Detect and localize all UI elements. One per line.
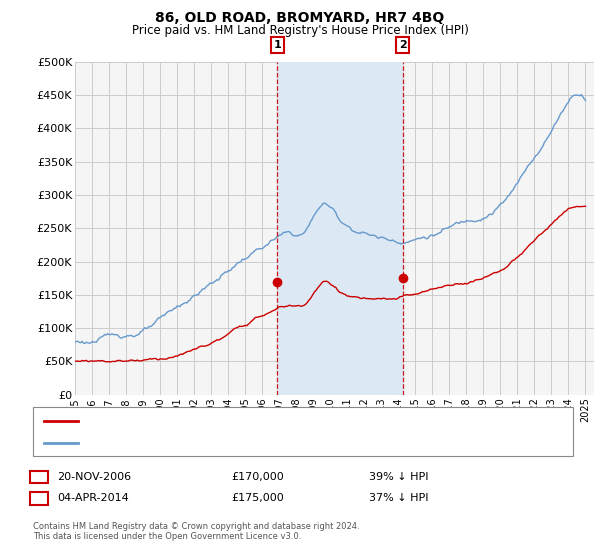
Text: 2: 2	[35, 493, 43, 503]
Text: 2: 2	[398, 40, 406, 50]
Text: 86, OLD ROAD, BROMYARD, HR7 4BQ: 86, OLD ROAD, BROMYARD, HR7 4BQ	[155, 11, 445, 25]
Text: £170,000: £170,000	[231, 472, 284, 482]
Text: 1: 1	[35, 472, 43, 482]
Text: 86, OLD ROAD, BROMYARD, HR7 4BQ (detached house): 86, OLD ROAD, BROMYARD, HR7 4BQ (detache…	[83, 416, 372, 426]
Text: Price paid vs. HM Land Registry's House Price Index (HPI): Price paid vs. HM Land Registry's House …	[131, 24, 469, 36]
Text: 04-APR-2014: 04-APR-2014	[57, 493, 129, 503]
Text: 39% ↓ HPI: 39% ↓ HPI	[369, 472, 428, 482]
Text: 20-NOV-2006: 20-NOV-2006	[57, 472, 131, 482]
Text: £175,000: £175,000	[231, 493, 284, 503]
Text: Contains HM Land Registry data © Crown copyright and database right 2024.
This d: Contains HM Land Registry data © Crown c…	[33, 522, 359, 542]
Text: HPI: Average price, detached house, Herefordshire: HPI: Average price, detached house, Here…	[83, 437, 347, 447]
Text: 37% ↓ HPI: 37% ↓ HPI	[369, 493, 428, 503]
Bar	[277, 62, 403, 395]
Text: 1: 1	[274, 40, 281, 50]
